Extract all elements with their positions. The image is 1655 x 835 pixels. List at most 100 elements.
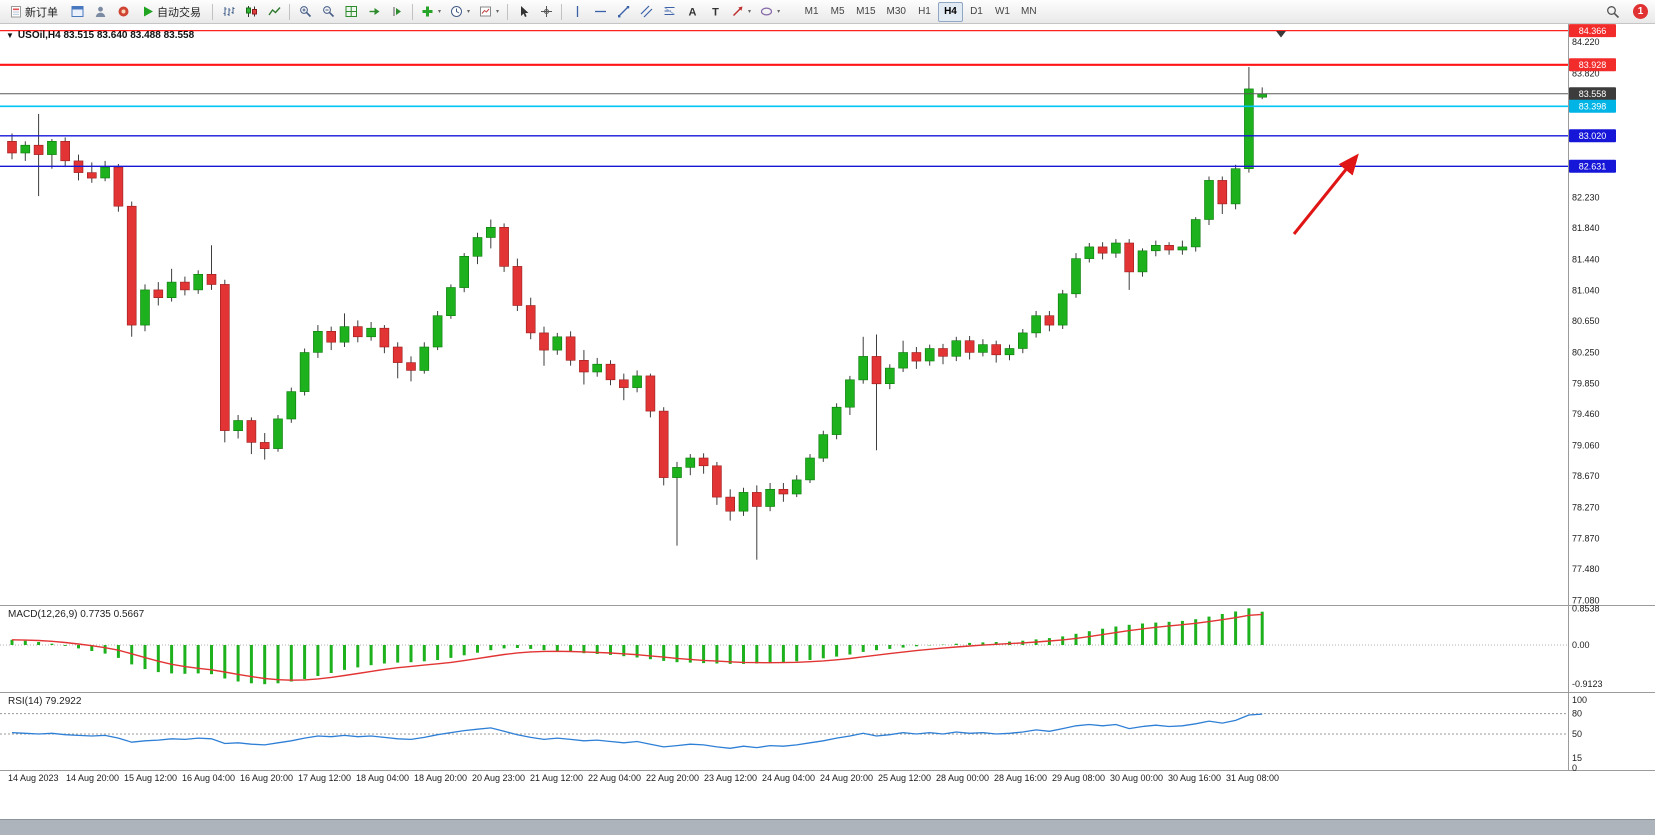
chart-title: ▼ USOil,H4 83.515 83.640 83.488 83.558 [6,30,194,41]
auto-scroll-button[interactable] [363,2,385,22]
time-tick-label: 28 Aug 00:00 [936,773,989,783]
chart-shift-marker[interactable] [1276,31,1286,38]
macd-scale-label: -0.9123 [1572,679,1603,689]
chart-window-button[interactable] [66,2,88,22]
search-icon [1607,5,1620,18]
time-tick-label: 25 Aug 12:00 [878,773,931,783]
profile-button[interactable] [89,2,111,22]
clock-icon [451,6,463,17]
price-tick-label: 81.440 [1572,254,1600,264]
timeframe-button-h4[interactable]: H4 [937,1,963,22]
timeframe-button-d1[interactable]: D1 [964,2,989,22]
new-order-button[interactable]: 新订单 [3,2,65,22]
arrow-tool-icon [733,6,743,17]
zoom-out-button[interactable] [317,2,339,22]
price-tick-label: 77.080 [1572,595,1600,605]
macd-scale-label: 0.8538 [1572,603,1600,613]
price-badge-label: 83.020 [1579,131,1607,141]
timeframe-group: M1 M5 M15 M30 H1 H4 D1 W1 MN [799,1,1042,22]
price-chart-canvas[interactable]: 84.220 83.820 82.230 81.840 81.440 81.040 80.6… [0,24,1655,835]
cursor-icon [520,6,529,17]
time-tick-label: 22 Aug 20:00 [646,773,699,783]
text-tool-button[interactable]: A [681,2,703,22]
price-tick-label: 81.840 [1572,223,1600,233]
label-tool-button[interactable]: T [704,2,726,22]
price-badge [1569,87,1616,101]
indicators-button[interactable]: ▾ [417,2,445,22]
macd-signal-line [11,613,1263,681]
line-chart-button[interactable] [263,2,285,22]
community-icon [118,6,128,17]
horizontal-scrollbar[interactable] [0,819,1655,835]
trendline-button[interactable] [612,2,634,22]
crosshair-button[interactable] [535,2,557,22]
auto-trading-button[interactable]: 自动交易 [135,2,208,22]
periods-button[interactable]: ▾ [446,2,474,22]
notification-badge[interactable]: 1 [1633,4,1648,19]
bar-chart-icon [223,7,234,16]
indicators-plus-icon [422,6,433,17]
timeframe-button-w1[interactable]: W1 [990,2,1015,22]
time-tick-label: 28 Aug 16:00 [994,773,1047,783]
candlestick-chart-button[interactable] [240,2,262,22]
price-badge [1569,129,1616,143]
price-axis: 84.220 83.820 82.230 81.840 81.440 81.040 80.6… [1572,37,1600,605]
rsi-scale-label: 50 [1572,729,1582,739]
time-tick-label: 20 Aug 23:00 [472,773,525,783]
price-tick-label: 79.460 [1572,409,1600,419]
timeframe-button-mn[interactable]: MN [1016,2,1042,22]
rsi-scale-label: 15 [1572,753,1582,763]
horizontal-line-button[interactable] [589,2,611,22]
rsi-scale-label: 0 [1572,763,1577,773]
timeframe-button-m30[interactable]: M30 [882,2,911,22]
time-tick-label: 29 Aug 08:00 [1052,773,1105,783]
price-tick-label: 81.040 [1572,286,1600,296]
arrows-tool-button[interactable]: ▾ [727,2,755,22]
price-badge-label: 83.398 [1579,102,1607,112]
vertical-line-button[interactable] [566,2,588,22]
templates-button[interactable]: ▾ [475,2,503,22]
fibonacci-button[interactable] [658,2,680,22]
timeframe-button-m1[interactable]: M1 [799,2,824,22]
shapes-tool-button[interactable]: ▾ [756,2,784,22]
timeframe-button-m5[interactable]: M5 [825,2,850,22]
timeframe-button-m15[interactable]: M15 [851,2,880,22]
chart-title-text: USOil,H4 83.515 83.640 83.488 83.558 [17,30,195,41]
dropdown-caret-icon: ▾ [496,9,500,15]
cursor-button[interactable] [512,2,534,22]
one-click-expander-icon[interactable]: ▼ [6,31,14,40]
price-badge-label: 83.928 [1579,60,1607,70]
tile-windows-button[interactable] [340,2,362,22]
crosshair-icon [540,6,552,17]
price-badge [1569,159,1616,173]
toolbar-right-group: 1 [1602,2,1652,22]
price-tick-label: 78.270 [1572,502,1600,512]
auto-scroll-icon [369,8,379,15]
channel-button[interactable] [635,2,657,22]
price-tick-label: 84.220 [1572,37,1600,47]
annotation-arrow[interactable] [1292,153,1359,235]
price-tick-label: 83.820 [1572,68,1600,78]
toolbar-separator [289,3,290,20]
time-tick-label: 18 Aug 04:00 [356,773,409,783]
timeframe-button-h1[interactable]: H1 [912,2,937,22]
macd-histogram [10,608,1264,685]
profile-icon [95,6,105,17]
chart-shift-button[interactable] [386,2,408,22]
zoom-in-button[interactable] [294,2,316,22]
price-badge-label: 82.631 [1579,162,1607,172]
community-button[interactable] [112,2,134,22]
vertical-line-icon [576,6,578,17]
time-tick-label: 18 Aug 20:00 [414,773,467,783]
search-button[interactable] [1602,2,1624,22]
time-tick-label: 15 Aug 12:00 [124,773,177,783]
time-tick-label: 31 Aug 08:00 [1226,773,1279,783]
new-order-icon [11,6,21,18]
fibonacci-icon [663,7,675,15]
new-order-label: 新订单 [25,6,58,19]
candlestick-series [7,67,1267,560]
price-badge [1569,58,1616,72]
time-tick-label: 14 Aug 20:00 [66,773,119,783]
bar-chart-button[interactable] [217,2,239,22]
time-tick-label: 24 Aug 20:00 [820,773,873,783]
